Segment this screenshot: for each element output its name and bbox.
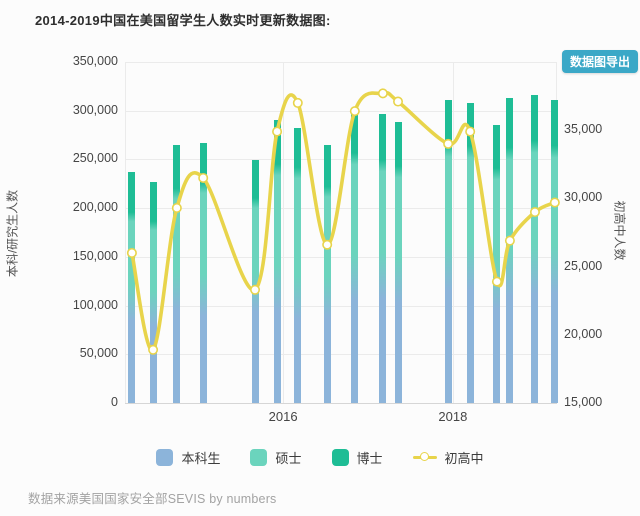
stacked-bar[interactable]	[173, 144, 181, 403]
stacked-bar[interactable]	[394, 122, 402, 403]
right-tick-label: 35,000	[564, 122, 603, 137]
right-tick-label: 25,000	[564, 258, 603, 273]
left-tick-label: 250,000	[72, 151, 118, 166]
right-tick-label: 15,000	[564, 395, 603, 409]
grid-vline	[125, 62, 126, 403]
right-axis-title: 初高中人数	[612, 200, 627, 261]
k12-marker[interactable]	[322, 239, 333, 250]
k12-marker[interactable]	[443, 138, 454, 149]
legend-label: 硕士	[275, 450, 302, 466]
k12-marker[interactable]	[377, 88, 388, 99]
stacked-bar[interactable]	[379, 113, 387, 403]
legend-item-k12[interactable]: 初高中	[412, 448, 484, 467]
x-axis-line	[125, 403, 557, 404]
stacked-bar[interactable]	[444, 100, 452, 403]
data-source-note: 数据来源美国国家安全部SEVIS by numbers	[28, 492, 277, 506]
grid-hline	[125, 208, 557, 210]
k12-marker[interactable]	[171, 202, 182, 213]
left-tick-label: 350,000	[72, 54, 118, 68]
k12-marker[interactable]	[198, 172, 209, 183]
legend-item-undergrad[interactable]: 本科生	[156, 448, 220, 467]
right-tick-label: 20,000	[564, 326, 603, 341]
grid-hline	[125, 256, 557, 258]
plot-area	[125, 62, 560, 404]
k12-line-layer	[126, 88, 560, 355]
stacked-bar[interactable]	[466, 102, 474, 403]
stacked-bar[interactable]	[251, 160, 259, 403]
master-swatch-icon	[250, 448, 268, 466]
grid-hline	[125, 305, 557, 307]
k12-line[interactable]	[130, 91, 557, 352]
left-tick-label: 300,000	[72, 102, 118, 117]
x-tick-label: 2018	[438, 409, 468, 424]
page-title: 2014-2019中国在美国留学生人数实时更新数据图:	[35, 13, 331, 28]
stacked-bar[interactable]	[273, 120, 281, 403]
left-tick-label: 50,000	[79, 346, 118, 361]
x-tick-label: 2016	[268, 409, 298, 424]
left-tick-label: 100,000	[72, 297, 118, 312]
left-tick-label: 150,000	[72, 248, 118, 263]
stacked-bar[interactable]	[551, 100, 559, 403]
legend-item-phd[interactable]: 博士	[331, 448, 383, 467]
phd-swatch-icon	[331, 448, 349, 466]
stacked-bar[interactable]	[128, 172, 136, 403]
k12-marker[interactable]	[250, 284, 261, 295]
k12-marker[interactable]	[126, 247, 137, 258]
k12-marker[interactable]	[349, 106, 360, 117]
k12-marker[interactable]	[491, 276, 502, 287]
stacked-bar[interactable]	[149, 181, 157, 403]
k12-marker[interactable]	[393, 96, 404, 107]
k12-marker[interactable]	[292, 97, 303, 108]
undergrad-swatch-icon	[156, 448, 174, 466]
chart-legend: 本科生 硕士 博士 初高中	[0, 444, 640, 470]
line-marker-icon	[412, 449, 437, 466]
grid-vline	[452, 62, 454, 403]
stacked-bar[interactable]	[294, 128, 302, 403]
export-data-button[interactable]: 数据图导出	[562, 50, 638, 73]
k12-marker[interactable]	[148, 344, 159, 355]
stacked-bar[interactable]	[531, 95, 539, 403]
legend-label: 博士	[356, 450, 383, 466]
right-tick-label: 30,000	[564, 190, 603, 205]
k12-marker[interactable]	[529, 207, 540, 218]
k12-marker[interactable]	[465, 126, 476, 137]
stacked-bar[interactable]	[351, 110, 359, 403]
legend-item-master[interactable]: 硕士	[250, 448, 302, 467]
k12-marker[interactable]	[504, 235, 515, 246]
left-tick-label: 0	[111, 395, 118, 409]
legend-label: 初高中	[444, 450, 484, 466]
stacked-bar[interactable]	[493, 125, 501, 403]
stacked-bar[interactable]	[323, 144, 331, 403]
left-axis-title: 本科/研究生人数	[5, 189, 20, 278]
grid-vline	[283, 62, 285, 403]
left-tick-label: 200,000	[72, 200, 118, 215]
k12-marker[interactable]	[272, 126, 283, 137]
legend-label: 本科生	[181, 450, 221, 466]
grid-hline	[125, 62, 557, 63]
stacked-bar[interactable]	[506, 98, 514, 403]
grid-hline	[125, 110, 557, 112]
stacked-bar[interactable]	[199, 142, 207, 403]
grid-hline	[125, 159, 557, 161]
grid-hline	[125, 354, 557, 356]
k12-marker[interactable]	[549, 197, 560, 208]
